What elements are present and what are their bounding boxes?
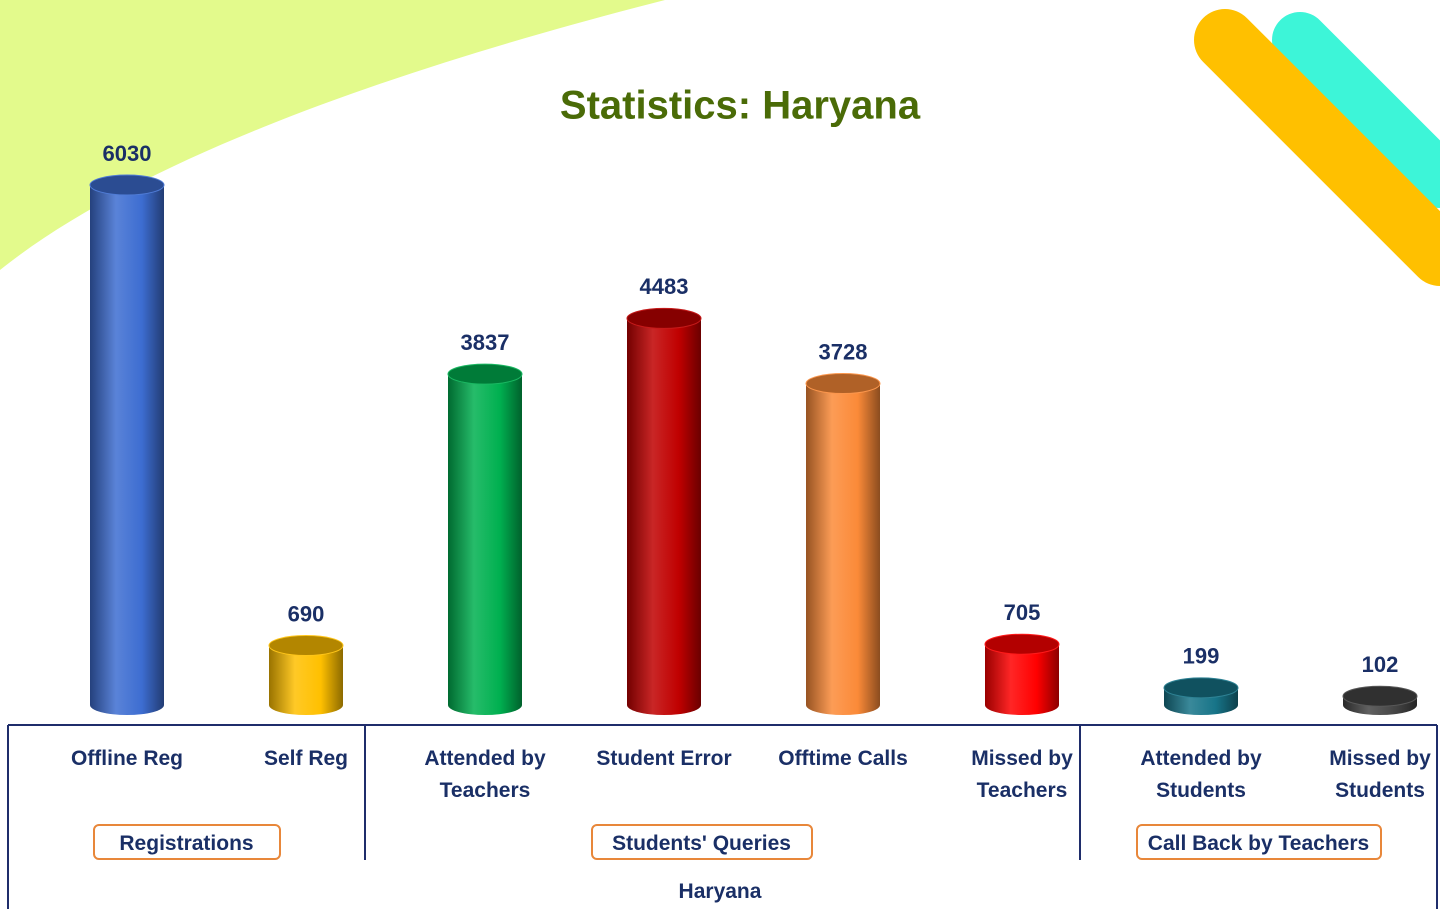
bar [448, 374, 522, 705]
group-label: Call Back by Teachers [1135, 824, 1382, 860]
x-tick-label: Student Error [596, 747, 732, 770]
x-tick-label: Missed by Teachers [971, 747, 1073, 802]
value-label: 3837 [461, 330, 510, 355]
value-label: 705 [1004, 600, 1041, 625]
axis-frame [7, 724, 1438, 909]
background-curve [0, 0, 665, 270]
value-label: 102 [1362, 652, 1399, 677]
decor-stripe [1194, 9, 1440, 286]
bar [806, 383, 880, 705]
value-label: 4483 [640, 274, 689, 299]
x-tick-label: Attended by Students [1140, 747, 1262, 802]
bar-top [447, 363, 523, 385]
chart-title: Statistics: Haryana [560, 84, 921, 128]
x-tick-label: Self Reg [263, 747, 349, 770]
bar-top [268, 634, 344, 656]
decor-stripe [1272, 12, 1440, 208]
value-label: 6030 [103, 141, 152, 166]
group-label: Students' Queries [590, 824, 813, 860]
bar-top [805, 373, 881, 395]
x-axis-label: Haryana [678, 880, 762, 903]
value-label: 199 [1183, 644, 1220, 669]
bar-top [1163, 677, 1239, 699]
group-label: Registrations [92, 824, 281, 860]
x-tick-label: Offline Reg [70, 747, 183, 770]
bar-top [626, 307, 702, 329]
bar-top [1342, 685, 1418, 707]
bar-top [984, 633, 1060, 655]
bar-top [89, 174, 165, 196]
bar [627, 318, 701, 705]
x-tick-label: Attended by Teachers [424, 747, 546, 802]
value-label: 690 [288, 601, 325, 626]
value-label: 3728 [819, 339, 868, 364]
bar [90, 185, 164, 705]
x-tick-label: Offtime Calls [778, 747, 908, 770]
x-tick-label: Missed by Students [1329, 747, 1431, 802]
